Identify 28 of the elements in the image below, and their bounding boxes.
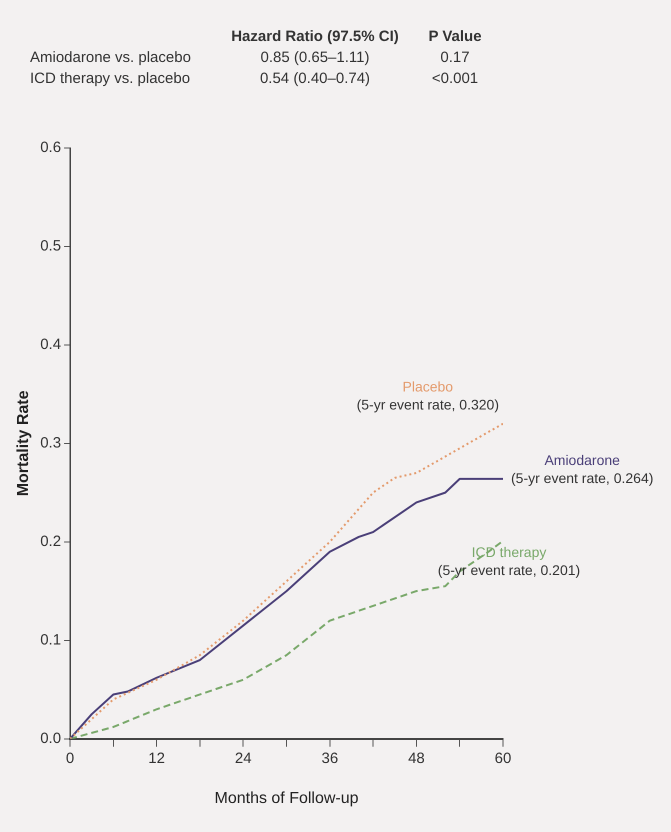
y-tick-label: 0.3 [40,434,62,452]
x-tick-label: 24 [234,750,252,767]
x-tick-label: 48 [408,750,425,767]
y-tick-label: 0.0 [40,730,62,747]
annotation: (5-yr event rate, 0.201) [438,562,580,578]
text: 0.85 (0.65–1.11) [260,49,370,66]
y-tick-label: 0.6 [40,139,62,156]
text: 0.17 [439,49,471,66]
text: Hazard Ratio (97.5% CI) [230,28,400,45]
text: ICD therapy vs. placebo [30,70,192,87]
y-tick-label: 0.4 [40,336,62,354]
x-tick-label: 12 [148,750,165,767]
text: Placebo [402,378,454,395]
y-tick-label: 0.1 [40,631,62,648]
text: <0.001 [430,70,480,87]
y-tick-label: 0.2 [40,533,62,550]
text: 0.54 (0.40–0.74) [258,70,372,87]
x-tick-label: 36 [321,750,338,767]
text: (5-yr event rate, 0.264) [510,470,654,486]
x-axis-title: Months of Follow-up [214,790,359,807]
x-tick-label: 60 [494,750,512,767]
text: Amiodarone [544,452,620,468]
annotation: (5-yr event rate, 0.320) [356,396,500,413]
y-axis-title: Mortality Rate [15,390,32,496]
x-tick-label: 0 [66,750,74,767]
text: P Value [427,28,483,45]
text: Amiodarone vs. placebo [30,49,192,66]
y-tick-label: 0.5 [40,238,62,255]
